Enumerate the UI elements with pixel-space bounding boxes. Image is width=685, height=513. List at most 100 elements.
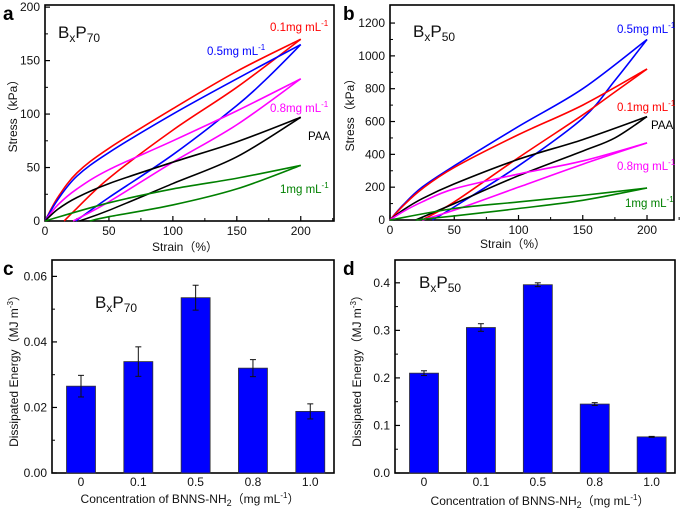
y-tick-label: 0.0: [373, 466, 390, 480]
error-bar: [421, 370, 427, 377]
y-label-close: ）: [7, 289, 21, 301]
unloading-curve: [63, 38, 302, 222]
series-label-text: 0.8mg mL: [270, 103, 322, 115]
x-label-main: Concentration of BNNS-NH: [81, 492, 227, 506]
x-tick-label: 1.0: [643, 475, 660, 489]
y-tick-label: 200: [365, 180, 385, 194]
y-tick-label: 0.2: [373, 371, 390, 385]
y-tick-label: 50: [27, 161, 41, 175]
title-b: B: [58, 23, 69, 42]
x-tick-label: 200: [637, 223, 657, 237]
bar: [238, 367, 268, 474]
plot-frame: [389, 4, 675, 221]
x-label-close: ）: [287, 492, 299, 506]
x-tick-label: 0.8: [245, 475, 262, 489]
x-tick-label: 100: [508, 223, 528, 237]
bar: [180, 297, 211, 474]
loading-curve: [389, 115, 648, 221]
title-sub-n: 50: [448, 281, 462, 295]
loading-curve: [389, 68, 648, 221]
series-label-text: 1mg mL: [280, 184, 322, 196]
title-b: B: [413, 22, 424, 41]
y-label-sup: -3: [349, 301, 358, 309]
title-p: P: [430, 22, 441, 41]
x-label-sub: 2: [577, 500, 582, 510]
series-label-text: 0.1mg mL: [270, 22, 322, 34]
x-label-sup: -1: [280, 491, 288, 500]
bar: [409, 372, 439, 474]
plot-frame: [44, 4, 335, 222]
y-tick-label: 0.02: [24, 400, 48, 414]
series-label-sup: -1: [668, 21, 676, 30]
x-axis-label: Strain（%）: [152, 240, 218, 254]
series-label: 1mg mL-1: [625, 195, 674, 210]
panel-title: BxP50: [419, 273, 461, 295]
unloading-curve: [75, 43, 302, 222]
unloading-curve: [415, 115, 648, 221]
series-label-sup: -1: [321, 100, 329, 109]
loading-curve: [44, 116, 302, 222]
panel-title: BxP70: [58, 23, 100, 45]
x-label-unit: （mg mL: [232, 492, 281, 506]
series-label: 0.5mg mL-1: [207, 43, 266, 58]
series-label-text: PAA: [308, 131, 330, 143]
series-label: PAA: [651, 120, 673, 132]
y-tick-label: 0.04: [24, 335, 48, 349]
y-label-main: Dissipated Energy（MJ m: [350, 308, 364, 447]
title-sub-x: x: [69, 31, 75, 45]
x-tick-label: 0: [421, 475, 428, 489]
y-tick-label: 200: [20, 0, 40, 14]
y-tick-label: 0.06: [24, 269, 48, 283]
x-label-close: ）: [637, 494, 649, 508]
series-1: 0.5mg mL-1: [44, 43, 302, 222]
series-label-sup: -1: [667, 195, 675, 204]
x-tick-label: 50: [102, 224, 116, 238]
bar: [522, 284, 553, 474]
panel-title: BxP70: [95, 293, 137, 315]
panel-a: a 0 50 100 150 200 BxP70 0 50 100 150 200 Strain（%） S…: [3, 0, 335, 254]
y-tick-label: 400: [365, 147, 385, 161]
series-3: PAA: [44, 116, 330, 222]
error-bar: [78, 374, 84, 398]
series-label: 0.5mg mL-1: [617, 21, 676, 36]
title-b: B: [419, 273, 430, 292]
error-bar: [192, 284, 199, 311]
x-tick-label: 150: [227, 224, 247, 238]
y-axis-label: Dissipated Energy（MJ m-3）: [6, 289, 21, 447]
y-tick-label: 0: [378, 213, 385, 227]
unloading-curve: [89, 164, 302, 222]
y-label-main: Dissipated Energy（MJ m: [7, 308, 21, 447]
series-label-text: 1mg mL: [625, 198, 667, 210]
panel-d: d 0.0 0.1 0.2 0.3 0.4 BxP50 0 0.1 0.5 0.8 1.0 Concen…: [343, 259, 676, 510]
series-0: 0.1mg mL -1: [44, 19, 329, 222]
error-bar: [648, 435, 655, 438]
y-tick-label: 0.1: [373, 418, 390, 432]
error-bar: [477, 323, 484, 332]
y-tick-label: 0.00: [24, 466, 48, 480]
title-sub-x: x: [424, 30, 430, 44]
y-axis-label: Dissipated Energy（MJ m-3）: [349, 289, 364, 447]
bar: [636, 436, 667, 474]
unloading-curve: [421, 142, 648, 221]
error-bar: [534, 282, 541, 288]
x-tick-label: 50: [448, 223, 462, 237]
x-label-sup: -1: [630, 493, 638, 502]
series-label-text: 0.1mg mL: [617, 102, 669, 114]
panel-letter: d: [343, 259, 355, 280]
x-label-main: Concentration of BNNS-NH: [431, 494, 577, 508]
series-label: PAA: [308, 131, 330, 143]
x-tick-label: 200: [291, 224, 311, 238]
title-p: P: [75, 23, 86, 42]
y-axis-label: Stress（kPa）: [6, 74, 20, 153]
error-bar: [307, 403, 314, 420]
panel-letter: a: [3, 4, 14, 25]
x-tick-label: 0: [42, 224, 49, 238]
unloading-curve: [79, 116, 302, 222]
series-label-text: 0.5mg mL: [617, 24, 669, 36]
series-label-text: PAA: [651, 120, 673, 132]
series-2: PAA: [389, 115, 673, 221]
x-label-sub: 2: [227, 498, 232, 508]
x-tick-label: 0.8: [586, 475, 603, 489]
